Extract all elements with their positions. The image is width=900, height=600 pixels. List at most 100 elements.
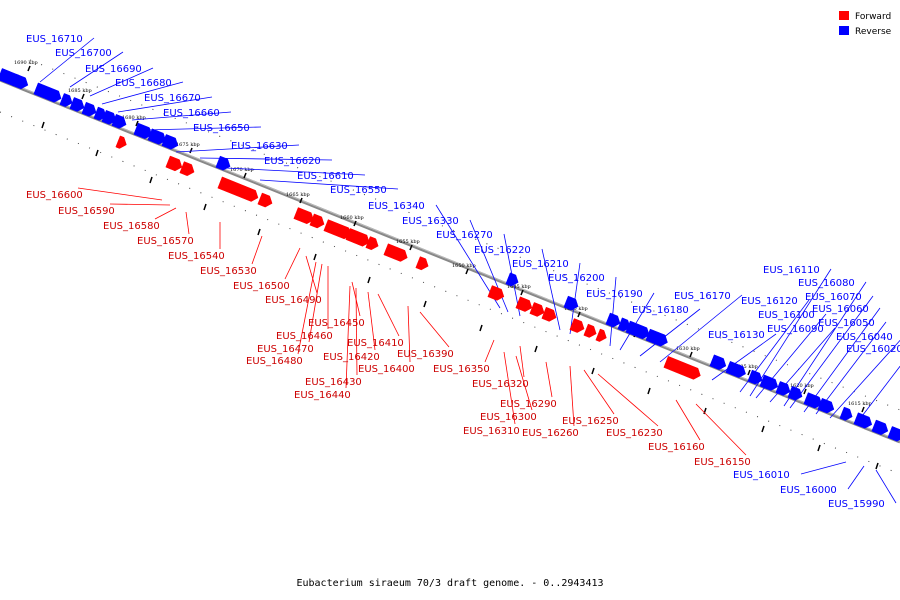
forward-gene-arrow[interactable] (415, 256, 429, 271)
forward-gene-label[interactable]: EUS_16290 (500, 399, 557, 410)
reverse-gene-label[interactable]: EUS_15990 (828, 499, 885, 510)
forward-gene-label[interactable]: EUS_16500 (233, 281, 290, 292)
forward-gene-label[interactable]: EUS_16300 (480, 412, 537, 423)
forward-gene-label[interactable]: EUS_16410 (347, 338, 404, 349)
reverse-gene-label[interactable]: EUS_16130 (708, 330, 765, 341)
forward-gene-label[interactable]: EUS_16600 (26, 190, 83, 201)
reverse-gene-label[interactable]: EUS_16630 (231, 141, 288, 152)
reverse-gene-arrow[interactable] (505, 272, 519, 287)
forward-gene-label[interactable]: EUS_16580 (103, 221, 160, 232)
reverse-gene-label[interactable]: EUS_16180 (632, 305, 689, 316)
reverse-gene-arrow[interactable] (81, 101, 97, 117)
forward-gene-arrow[interactable] (293, 207, 314, 225)
forward-gene-label[interactable]: EUS_16470 (257, 344, 314, 355)
reverse-gene-label[interactable]: EUS_16190 (586, 289, 643, 300)
forward-gene-arrow[interactable] (583, 323, 597, 338)
reverse-gene-label[interactable]: EUS_16650 (193, 123, 250, 134)
reverse-gene-label[interactable]: EUS_16270 (436, 230, 493, 241)
forward-gene-label[interactable]: EUS_16490 (265, 295, 322, 306)
reverse-gene-arrow[interactable] (133, 122, 153, 139)
reverse-gene-label[interactable]: EUS_16000 (780, 485, 837, 496)
forward-gene-arrow[interactable] (217, 176, 259, 202)
reverse-gene-arrow[interactable] (887, 426, 900, 442)
reverse-gene-arrow[interactable] (161, 134, 179, 150)
reverse-gene-arrow[interactable] (605, 312, 621, 328)
forward-gene-label[interactable]: EUS_16530 (200, 266, 257, 277)
reverse-gene-arrow[interactable] (803, 392, 823, 409)
forward-gene-label[interactable]: EUS_16250 (562, 416, 619, 427)
reverse-gene-arrow[interactable] (709, 354, 727, 370)
reverse-gene-arrow[interactable] (33, 82, 62, 103)
reverse-gene-arrow[interactable] (775, 381, 791, 396)
forward-gene-label[interactable]: EUS_16320 (472, 379, 529, 390)
reverse-gene-arrow[interactable] (759, 374, 779, 391)
forward-gene-label[interactable]: EUS_16480 (246, 356, 303, 367)
reverse-gene-label[interactable]: EUS_16670 (144, 93, 201, 104)
reverse-gene-label[interactable]: EUS_16040 (836, 332, 893, 343)
forward-gene-arrow[interactable] (365, 236, 379, 251)
reverse-gene-arrow[interactable] (787, 385, 803, 401)
forward-gene-arrow[interactable] (165, 155, 183, 172)
reverse-gene-arrow[interactable] (111, 113, 127, 129)
forward-gene-label[interactable]: EUS_16160 (648, 442, 705, 453)
forward-gene-label[interactable]: EUS_16430 (305, 377, 362, 388)
reverse-gene-arrow[interactable] (147, 128, 167, 145)
forward-gene-arrow[interactable] (487, 285, 505, 301)
forward-gene-arrow[interactable] (383, 243, 408, 262)
reverse-gene-arrow[interactable] (563, 295, 579, 311)
forward-gene-label[interactable]: EUS_16400 (358, 364, 415, 375)
reverse-gene-label[interactable]: EUS_16690 (85, 64, 142, 75)
reverse-gene-label[interactable]: EUS_16610 (297, 171, 354, 182)
reverse-gene-label[interactable]: EUS_16170 (674, 291, 731, 302)
reverse-gene-label[interactable]: EUS_16020 (846, 344, 900, 355)
reverse-gene-label[interactable]: EUS_16700 (55, 48, 112, 59)
forward-gene-label[interactable]: EUS_16590 (58, 206, 115, 217)
reverse-gene-label[interactable]: EUS_16680 (115, 78, 172, 89)
reverse-gene-label[interactable]: EUS_16070 (805, 292, 862, 303)
reverse-gene-label[interactable]: EUS_16660 (163, 108, 220, 119)
reverse-gene-label[interactable]: EUS_16080 (798, 278, 855, 289)
forward-gene-arrow[interactable] (257, 192, 273, 208)
reverse-gene-label[interactable]: EUS_16620 (264, 156, 321, 167)
reverse-gene-label[interactable]: EUS_16550 (330, 185, 387, 196)
reverse-gene-label[interactable]: EUS_16710 (26, 34, 83, 45)
forward-gene-label[interactable]: EUS_16540 (168, 251, 225, 262)
forward-gene-label[interactable]: EUS_16310 (463, 426, 520, 437)
forward-gene-arrow[interactable] (309, 213, 325, 229)
forward-gene-label[interactable]: EUS_16350 (433, 364, 490, 375)
reverse-gene-arrow[interactable] (69, 97, 85, 112)
reverse-gene-arrow[interactable] (645, 328, 668, 347)
forward-gene-label[interactable]: EUS_16570 (137, 236, 194, 247)
reverse-gene-arrow[interactable] (871, 419, 889, 436)
reverse-gene-label[interactable]: EUS_16060 (812, 304, 869, 315)
forward-gene-arrow[interactable] (689, 366, 701, 380)
reverse-gene-arrow[interactable] (625, 320, 650, 340)
forward-gene-label[interactable]: EUS_16390 (397, 349, 454, 360)
forward-gene-arrow[interactable] (529, 302, 545, 317)
forward-gene-arrow[interactable] (115, 135, 127, 149)
forward-gene-arrow[interactable] (541, 306, 557, 322)
reverse-gene-label[interactable]: EUS_16110 (763, 265, 820, 276)
reverse-gene-arrow[interactable] (747, 369, 763, 385)
forward-gene-label[interactable]: EUS_16450 (308, 318, 365, 329)
reverse-gene-label[interactable]: EUS_16210 (512, 259, 569, 270)
reverse-gene-label[interactable]: EUS_16200 (548, 273, 605, 284)
reverse-gene-label[interactable]: EUS_16050 (818, 318, 875, 329)
reverse-gene-arrow[interactable] (215, 155, 231, 171)
reverse-gene-arrow[interactable] (817, 397, 835, 414)
forward-gene-arrow[interactable] (569, 318, 585, 333)
reverse-gene-label[interactable]: EUS_16100 (758, 310, 815, 321)
forward-gene-label[interactable]: EUS_16460 (276, 331, 333, 342)
forward-gene-arrow[interactable] (345, 228, 370, 247)
forward-gene-label[interactable]: EUS_16420 (323, 352, 380, 363)
forward-gene-label[interactable]: EUS_16150 (694, 457, 751, 468)
forward-gene-arrow[interactable] (595, 328, 607, 342)
reverse-gene-label[interactable]: EUS_16120 (741, 296, 798, 307)
reverse-gene-label[interactable]: EUS_16090 (767, 324, 824, 335)
reverse-gene-arrow[interactable] (839, 406, 853, 421)
forward-gene-arrow[interactable] (179, 161, 195, 177)
reverse-gene-label[interactable]: EUS_16010 (733, 470, 790, 481)
forward-gene-arrow[interactable] (515, 296, 533, 312)
forward-gene-label[interactable]: EUS_16440 (294, 390, 351, 401)
reverse-gene-label[interactable]: EUS_16330 (402, 216, 459, 227)
